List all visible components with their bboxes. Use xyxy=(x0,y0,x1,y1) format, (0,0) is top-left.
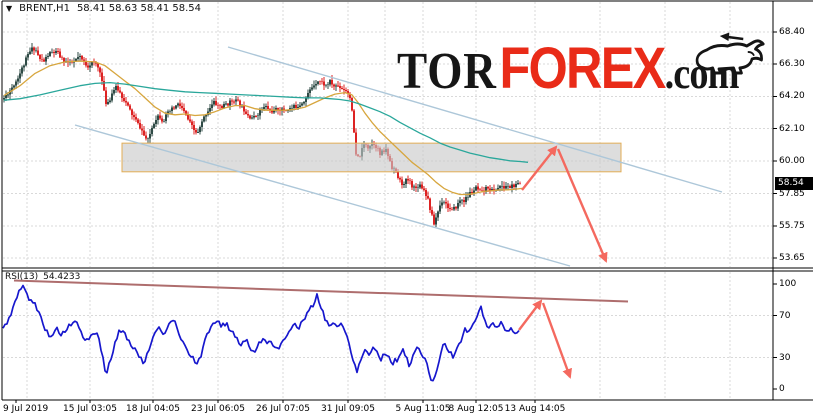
price-tick-label: 66.30 xyxy=(779,59,805,70)
rsi-tick-label: 30 xyxy=(779,352,791,363)
price-tick-label: 64.20 xyxy=(779,91,805,102)
symbol-timeframe-label: BRENT,H1 xyxy=(19,3,70,14)
rsi-indicator-label: RSI(13) xyxy=(5,272,39,282)
watermark-logo: TOR FOREX .com xyxy=(397,32,765,101)
time-tick-label: 15 Jul 03:05 xyxy=(63,404,117,414)
price-tick-label: 57.85 xyxy=(779,188,805,199)
logo-prefix-text: TOR xyxy=(397,43,497,100)
logo-brand-text: FOREX xyxy=(499,36,666,101)
time-tick-label: 23 Jul 06:05 xyxy=(191,404,245,414)
time-tick-label: 26 Jul 07:05 xyxy=(256,404,310,414)
chart-title: ▼ BRENT,H1 58.41 58.63 58.41 58.54 xyxy=(6,3,201,14)
rsi-tick-label: 70 xyxy=(779,310,791,321)
symbol-dropdown-icon[interactable]: ▼ xyxy=(6,3,13,13)
current-price-badge: 58.54 xyxy=(775,177,813,190)
price-tick-label: 60.00 xyxy=(779,155,805,166)
price-tick-label: 55.75 xyxy=(779,220,805,231)
price-tick-label: 62.10 xyxy=(779,123,805,134)
rsi-tick-label: 0 xyxy=(779,384,785,394)
rsi-indicator-value: 54.4233 xyxy=(43,272,81,282)
bull-sketch-icon xyxy=(695,32,765,75)
time-tick-label: 18 Jul 04:05 xyxy=(126,404,180,414)
time-tick-label: 9 Jul 2019 xyxy=(3,404,49,414)
time-tick-label: 5 Aug 11:05 xyxy=(395,404,451,414)
rsi-tick-label: 100 xyxy=(779,279,797,289)
time-tick-label: 31 Jul 09:05 xyxy=(321,404,375,414)
price-tick-label: 53.65 xyxy=(779,253,805,264)
rsi-caption: RSI(13) 54.4233 xyxy=(5,272,80,282)
time-tick-label: 8 Aug 12:05 xyxy=(448,404,504,414)
time-tick-label: 13 Aug 14:05 xyxy=(504,404,566,414)
price-tick-label: 68.40 xyxy=(779,27,805,37)
ohlc-values: 58.41 58.63 58.41 58.54 xyxy=(76,3,201,14)
